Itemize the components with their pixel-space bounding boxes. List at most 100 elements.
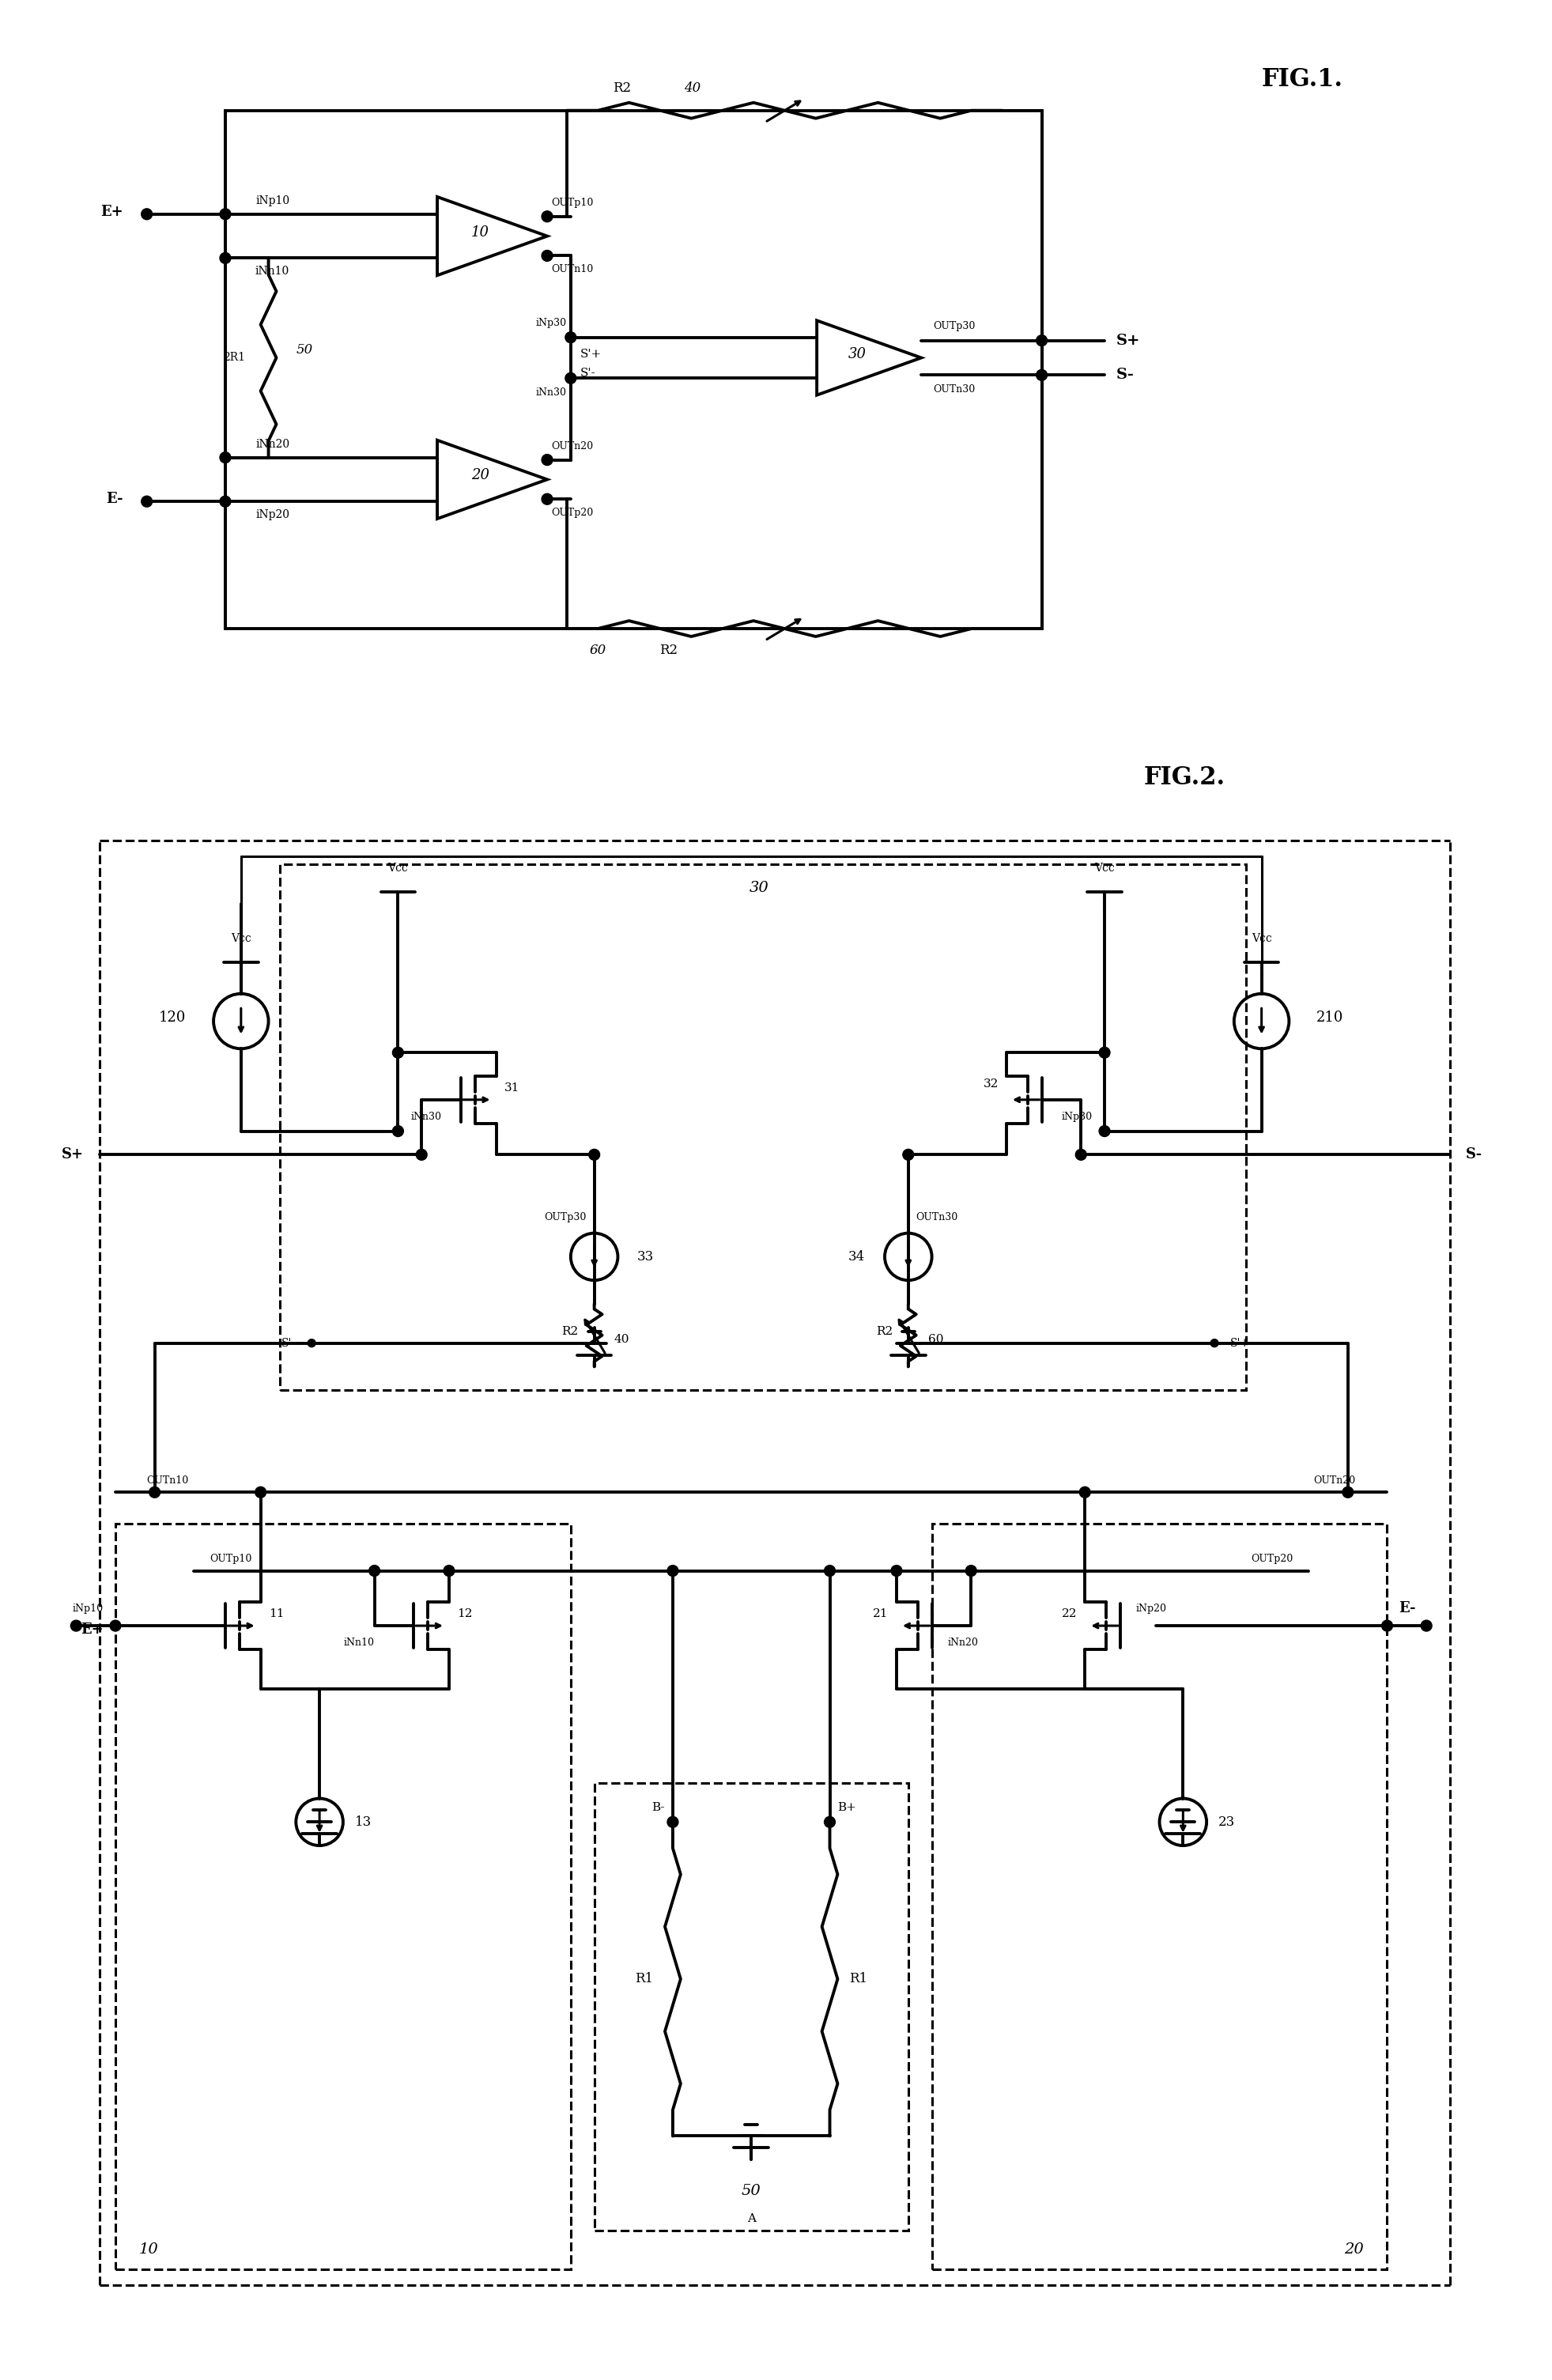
Circle shape (1099, 1047, 1110, 1059)
Text: 50: 50 (296, 343, 314, 357)
Text: Vcc: Vcc (388, 862, 408, 873)
Circle shape (542, 250, 553, 262)
Circle shape (369, 1566, 380, 1576)
Text: 33: 33 (638, 1250, 655, 1264)
Text: 22: 22 (1062, 1609, 1077, 1618)
Text: E+: E+ (81, 1623, 104, 1637)
Text: 31: 31 (504, 1083, 520, 1092)
Circle shape (393, 1047, 404, 1059)
Text: iNp20: iNp20 (1136, 1604, 1167, 1614)
Bar (115, 1523, 571, 2271)
Text: OUTp20: OUTp20 (1251, 1554, 1293, 1564)
Text: 32: 32 (982, 1078, 998, 1090)
Text: 13: 13 (355, 1816, 371, 1828)
Text: 12: 12 (456, 1609, 472, 1618)
Text: 23: 23 (1218, 1816, 1235, 1828)
Circle shape (393, 1126, 404, 1138)
Text: Vcc: Vcc (1251, 933, 1271, 945)
Text: Vcc: Vcc (1094, 862, 1114, 873)
Circle shape (71, 1621, 82, 1630)
Text: S+: S+ (1116, 333, 1141, 347)
Text: OUTp30: OUTp30 (545, 1211, 587, 1223)
Bar (281, 864, 1246, 1390)
Circle shape (1381, 1621, 1392, 1630)
Text: 60: 60 (928, 1333, 944, 1345)
Circle shape (891, 1566, 902, 1576)
Text: R1: R1 (849, 1973, 868, 1985)
Text: 60: 60 (590, 645, 607, 657)
Text: FIG.1.: FIG.1. (1262, 67, 1342, 90)
Circle shape (149, 1488, 160, 1497)
Circle shape (667, 1566, 678, 1576)
Text: E-: E- (1398, 1602, 1415, 1616)
Text: iNn10: iNn10 (256, 267, 290, 276)
Circle shape (903, 1150, 914, 1159)
Circle shape (824, 1816, 835, 1828)
Text: E-: E- (106, 493, 123, 507)
Text: S-: S- (1116, 369, 1135, 383)
Text: iNp20: iNp20 (256, 509, 289, 521)
Circle shape (220, 209, 231, 219)
Circle shape (1211, 1340, 1218, 1347)
Text: OUTp20: OUTp20 (551, 507, 593, 516)
Text: E+: E+ (101, 205, 123, 219)
Bar (594, 1783, 908, 2230)
Bar (225, 109, 1041, 628)
Circle shape (667, 1816, 678, 1828)
Text: iNp30: iNp30 (535, 319, 566, 328)
Circle shape (220, 452, 231, 464)
Text: OUTn20: OUTn20 (551, 440, 593, 452)
Text: iNn20: iNn20 (256, 438, 290, 450)
Circle shape (255, 1488, 265, 1497)
Text: B-: B- (652, 1802, 664, 1814)
Text: OUTp30: OUTp30 (933, 321, 975, 331)
Circle shape (141, 209, 152, 219)
Text: FIG.2.: FIG.2. (1144, 766, 1226, 790)
Text: iNn30: iNn30 (535, 388, 566, 397)
Text: S'+: S'+ (580, 347, 602, 359)
Text: iNp10: iNp10 (256, 195, 290, 207)
Text: B+: B+ (838, 1802, 857, 1814)
Text: OUTn20: OUTn20 (1313, 1476, 1356, 1485)
Text: 10: 10 (472, 226, 489, 240)
Text: 2R1: 2R1 (223, 352, 245, 364)
Text: OUTp10: OUTp10 (551, 198, 593, 209)
Text: S'+: S'+ (1231, 1338, 1249, 1349)
Circle shape (141, 495, 152, 507)
Text: iNn20: iNn20 (948, 1637, 978, 1647)
Text: 40: 40 (684, 81, 702, 95)
Text: R2: R2 (613, 81, 630, 95)
Circle shape (565, 374, 576, 383)
Text: 30: 30 (847, 347, 866, 362)
Text: S'-: S'- (281, 1338, 296, 1349)
Circle shape (542, 212, 553, 221)
Text: 11: 11 (268, 1609, 284, 1618)
Text: iNp10: iNp10 (73, 1604, 104, 1614)
Text: OUTp10: OUTp10 (210, 1554, 251, 1564)
Circle shape (444, 1566, 455, 1576)
Text: S'-: S'- (580, 369, 596, 378)
Text: 20: 20 (1344, 2242, 1364, 2256)
Circle shape (1342, 1488, 1353, 1497)
Circle shape (1037, 336, 1048, 345)
Circle shape (220, 495, 231, 507)
Text: A: A (747, 2213, 756, 2223)
Text: 120: 120 (158, 1009, 186, 1023)
Text: Vcc: Vcc (231, 933, 251, 945)
Text: iNn10: iNn10 (343, 1637, 374, 1647)
Text: R2: R2 (562, 1326, 579, 1338)
Text: 30: 30 (750, 881, 768, 895)
Circle shape (1076, 1150, 1086, 1159)
Circle shape (307, 1340, 315, 1347)
Text: S-: S- (1465, 1147, 1482, 1161)
Circle shape (965, 1566, 976, 1576)
Text: R2: R2 (660, 645, 678, 657)
Text: 21: 21 (874, 1609, 888, 1618)
Text: 20: 20 (472, 469, 489, 483)
Text: iNp30: iNp30 (1062, 1111, 1093, 1121)
Bar (931, 1523, 1387, 2271)
Text: 210: 210 (1316, 1009, 1344, 1023)
Text: 40: 40 (615, 1333, 629, 1345)
Text: R1: R1 (635, 1973, 653, 1985)
Circle shape (588, 1150, 599, 1159)
